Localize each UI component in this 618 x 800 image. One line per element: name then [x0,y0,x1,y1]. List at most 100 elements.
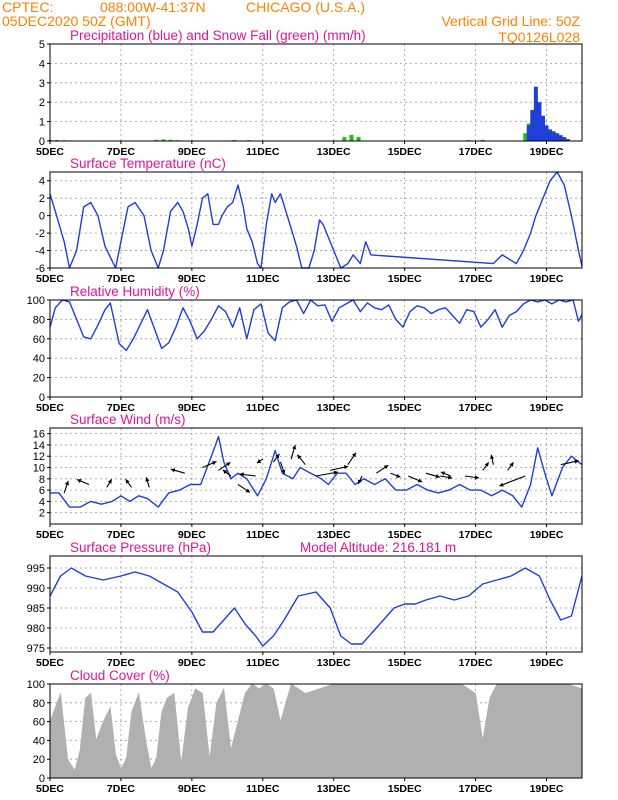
wind-arrow-head [574,459,579,464]
panel-1-ytick-label: 0 [39,136,45,148]
panel-6-xtick-label: 5DEC [36,783,64,795]
panel-5-background [50,556,582,652]
panel-3-ytick-label: 0 [39,392,45,404]
panel-2-series-line [49,171,583,269]
panel-5-ytick-label: 980 [27,623,45,635]
panel-4-xtick-label: 15DEC [388,529,422,541]
wind-arrow-head [383,465,389,470]
panel-6-ytick-label: 40 [33,735,45,747]
panel-1-xtick-label: 13DEC [317,146,351,158]
panel-2-xtick-label: 19DEC [530,273,564,285]
panel-1-bar [342,137,347,141]
panel-2-ytick-label: -2 [35,228,45,240]
panel-3-background [50,300,582,397]
wind-arrow-head [297,454,302,460]
panel-2-frame [49,171,583,269]
panel-6-title: Cloud Cover (%) [70,668,170,683]
panel-4-xtick-label: 9DEC [178,529,206,541]
panel-3-xtick-label: 7DEC [107,402,135,414]
wind-arrow-head [396,473,401,478]
header-city: CHICAGO (U.S.A.) [246,0,366,15]
panel-4-xtick-label: 7DEC [107,529,135,541]
panel-5-xtick-label: 19DEC [530,657,564,669]
panel-4-xtick-label: 17DEC [459,529,493,541]
panel-1-bar [562,137,567,141]
panel-6-xtick-label: 17DEC [459,783,493,795]
panel-5-xtick-label: 15DEC [388,657,422,669]
wind-arrow-head [351,452,356,458]
panel-2-background [50,172,582,268]
panel-3-ytick-label: 100 [27,295,45,307]
panel-5-xtick-label: 17DEC [459,657,493,669]
panel-6-xtick-label: 9DEC [178,783,206,795]
header-code: TQ0126L028 [498,29,580,45]
panel-3-ytick-label: 60 [33,334,45,346]
panel-1-bar [540,115,545,141]
panel-1-background [50,44,582,141]
panel-6-xtick-label: 11DEC [246,783,280,795]
panel-6-xtick-label: 7DEC [107,783,135,795]
panel-2-xtick-label: 9DEC [178,273,206,285]
panel-5-xtick-label: 7DEC [107,657,135,669]
panel-5-series-line [49,567,583,647]
panel-4-ytick-label: 16 [33,429,45,441]
panel-3-series-line [49,299,583,352]
wind-arrow-head [245,488,250,493]
panel-1-bar [544,125,549,141]
wind-arrow-head [499,482,504,487]
panel-4-ytick-label: 6 [39,485,45,497]
panel-2-xtick-label: 15DEC [388,273,422,285]
panel-6-area [49,683,583,779]
wind-arrow-head [107,479,112,484]
panel-2-xtick-label: 11DEC [246,273,280,285]
panel-1-bar [548,129,553,141]
panel-6-frame [49,683,583,779]
wind-arrow-head [256,459,262,464]
panel-3-ytick-label: 20 [33,373,45,385]
panel-6-ytick-label: 80 [33,698,45,710]
panel-4-frame [49,427,583,525]
panel-1-title: Precipitation (blue) and Snow Fall (gree… [70,28,366,43]
panel-1-bar [154,139,159,141]
wind-arrow-head [417,478,423,483]
panel-4-ytick-label: 12 [33,451,45,463]
panel-1-xtick-label: 7DEC [107,146,135,158]
panel-3-xtick-label: 9DEC [178,402,206,414]
panel-1-xtick-label: 11DEC [246,146,280,158]
panel-3-xtick-label: 17DEC [459,402,493,414]
panel-2-title: Surface Temperature (nC) [70,156,226,171]
panel-1-ytick-label: 2 [39,97,45,109]
wind-arrow-head [447,475,453,480]
panel-1-bar [480,139,485,141]
wind-arrow-head [212,461,217,466]
panel-2-xtick-label: 13DEC [317,273,351,285]
panel-1-bar [161,139,166,141]
wind-arrow-head [64,480,69,486]
panel-1-bar [168,139,173,141]
panel-4-title: Surface Wind (m/s) [70,412,186,427]
panel-2-ytick-label: -4 [35,246,45,258]
panel-3-xtick-label: 11DEC [246,402,280,414]
panel-4-ytick-label: 14 [33,440,45,452]
panel-6-ytick-label: 60 [33,717,45,729]
wind-arrow-shaft [499,475,526,487]
panel-1-bar [558,135,563,141]
wind-arrow-head [226,462,231,467]
wind-arrow-head [239,472,244,477]
panel-4-xtick-label: 19DEC [530,529,564,541]
panel-3-frame [49,299,583,398]
wind-arrow-head [170,468,176,473]
panel-1-xtick-label: 17DEC [459,146,493,158]
panel-1-bar [565,139,570,141]
panel-1-bar [523,133,528,141]
panel-4-ytick-label: 2 [39,508,45,520]
panel-2-ytick-label: 0 [39,211,45,223]
panel-5-frame [49,555,583,653]
panel-1-ytick-label: 4 [39,58,45,70]
panel-2-xtick-label: 17DEC [459,273,493,285]
panel-2-xtick-label: 5DEC [36,273,64,285]
wind-arrow-head [440,471,446,476]
panel-5-title: Surface Pressure (hPa) [70,540,211,555]
panel-4-ytick-label: 4 [39,496,45,508]
